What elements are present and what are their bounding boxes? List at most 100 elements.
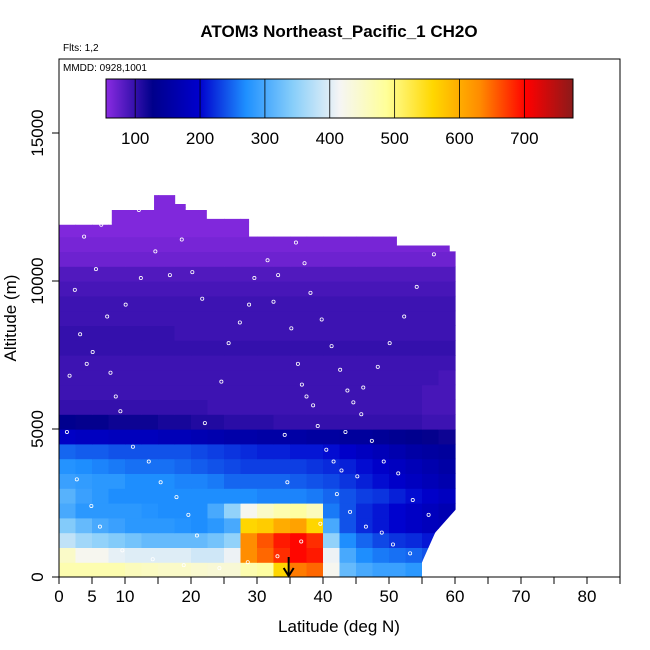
field-cell	[108, 251, 126, 267]
field-cell	[158, 195, 176, 208]
field-cell	[405, 369, 423, 386]
colorbar-tick-label: 300	[251, 129, 279, 148]
field-cell	[273, 355, 291, 371]
field-cell	[306, 384, 324, 400]
field-cell	[290, 547, 308, 563]
sample-point	[280, 219, 285, 224]
sample-point	[396, 471, 401, 476]
x-tick-label: 80	[578, 587, 597, 606]
sample-point	[257, 207, 262, 212]
field-cell	[339, 547, 357, 563]
sample-point	[276, 273, 281, 278]
sample-point	[359, 412, 364, 417]
field-cell	[191, 325, 209, 341]
field-cell	[290, 532, 308, 548]
field-cell	[108, 488, 126, 504]
field-cell	[372, 384, 390, 400]
field-cell	[224, 488, 242, 504]
field-cell	[339, 562, 357, 577]
field-cell	[290, 562, 308, 577]
field-cell	[323, 207, 341, 223]
field-cell	[339, 251, 357, 267]
field-cell	[92, 458, 110, 474]
field-cell	[92, 195, 110, 208]
field-cell	[108, 195, 126, 208]
field-cell	[290, 429, 308, 445]
field-cell	[174, 236, 192, 252]
x-tick-label: 50	[380, 587, 399, 606]
field-cell	[174, 473, 192, 489]
field-cell	[405, 251, 423, 267]
field-cell	[323, 384, 341, 400]
field-cell	[240, 547, 258, 563]
field-cell	[108, 221, 126, 238]
field-cell	[224, 443, 242, 460]
sample-point	[93, 267, 98, 272]
field-cell	[356, 458, 374, 474]
field-cell	[290, 281, 308, 297]
field-cell	[323, 458, 341, 474]
sample-point	[299, 539, 304, 544]
field-cell	[224, 310, 242, 326]
x-tick-label: 60	[446, 587, 465, 606]
field-cell	[125, 310, 143, 326]
field-cell	[174, 195, 192, 208]
field-cell	[323, 443, 341, 460]
field-cell	[422, 195, 440, 208]
sample-point	[308, 290, 313, 295]
field-cell	[306, 517, 324, 534]
field-cell	[389, 281, 407, 297]
field-cell	[108, 443, 126, 460]
field-cell	[158, 384, 176, 400]
sample-point	[84, 361, 89, 366]
field-cell	[389, 221, 407, 238]
field-cell	[405, 399, 423, 415]
field-cell	[405, 458, 423, 474]
field-cell	[92, 251, 110, 267]
field-cell	[273, 295, 291, 312]
sample-point	[343, 429, 348, 434]
field-cell	[273, 221, 291, 238]
field-cell	[224, 562, 242, 577]
field-cell	[75, 340, 93, 356]
sample-point	[186, 512, 191, 517]
field-cell	[158, 517, 176, 534]
field-cell	[224, 355, 242, 371]
field-cell	[306, 532, 324, 548]
field-cell	[174, 503, 192, 519]
field-cell	[306, 266, 324, 282]
field-cell	[158, 562, 176, 577]
field-cell	[207, 207, 225, 223]
sample-point	[138, 276, 143, 281]
field-cell	[75, 547, 93, 563]
field-cell	[224, 547, 242, 563]
field-cell	[158, 295, 176, 312]
field-cell	[372, 429, 390, 445]
field-cell	[290, 414, 308, 430]
field-cell	[323, 251, 341, 267]
field-cell	[207, 562, 225, 577]
field-cell	[141, 295, 159, 312]
field-cell	[224, 195, 242, 208]
field-cell	[207, 281, 225, 297]
sample-point	[123, 302, 128, 307]
field-cell	[108, 429, 126, 445]
sample-point	[387, 341, 392, 346]
field-cell	[422, 281, 440, 297]
field-cell	[438, 195, 456, 208]
field-cell	[306, 195, 324, 208]
field-cell	[290, 458, 308, 474]
field-cell	[174, 369, 192, 386]
field-cell	[207, 384, 225, 400]
field-cell	[108, 369, 126, 386]
field-cell	[356, 429, 374, 445]
field-cell	[108, 266, 126, 282]
field-cell	[158, 236, 176, 252]
field-cell	[306, 503, 324, 519]
field-cell	[405, 221, 423, 238]
field-cell	[108, 310, 126, 326]
dates-note: MMDD: 0928,1001	[63, 63, 147, 74]
sample-point	[390, 542, 395, 547]
field-cell	[207, 310, 225, 326]
field-cell	[92, 473, 110, 489]
